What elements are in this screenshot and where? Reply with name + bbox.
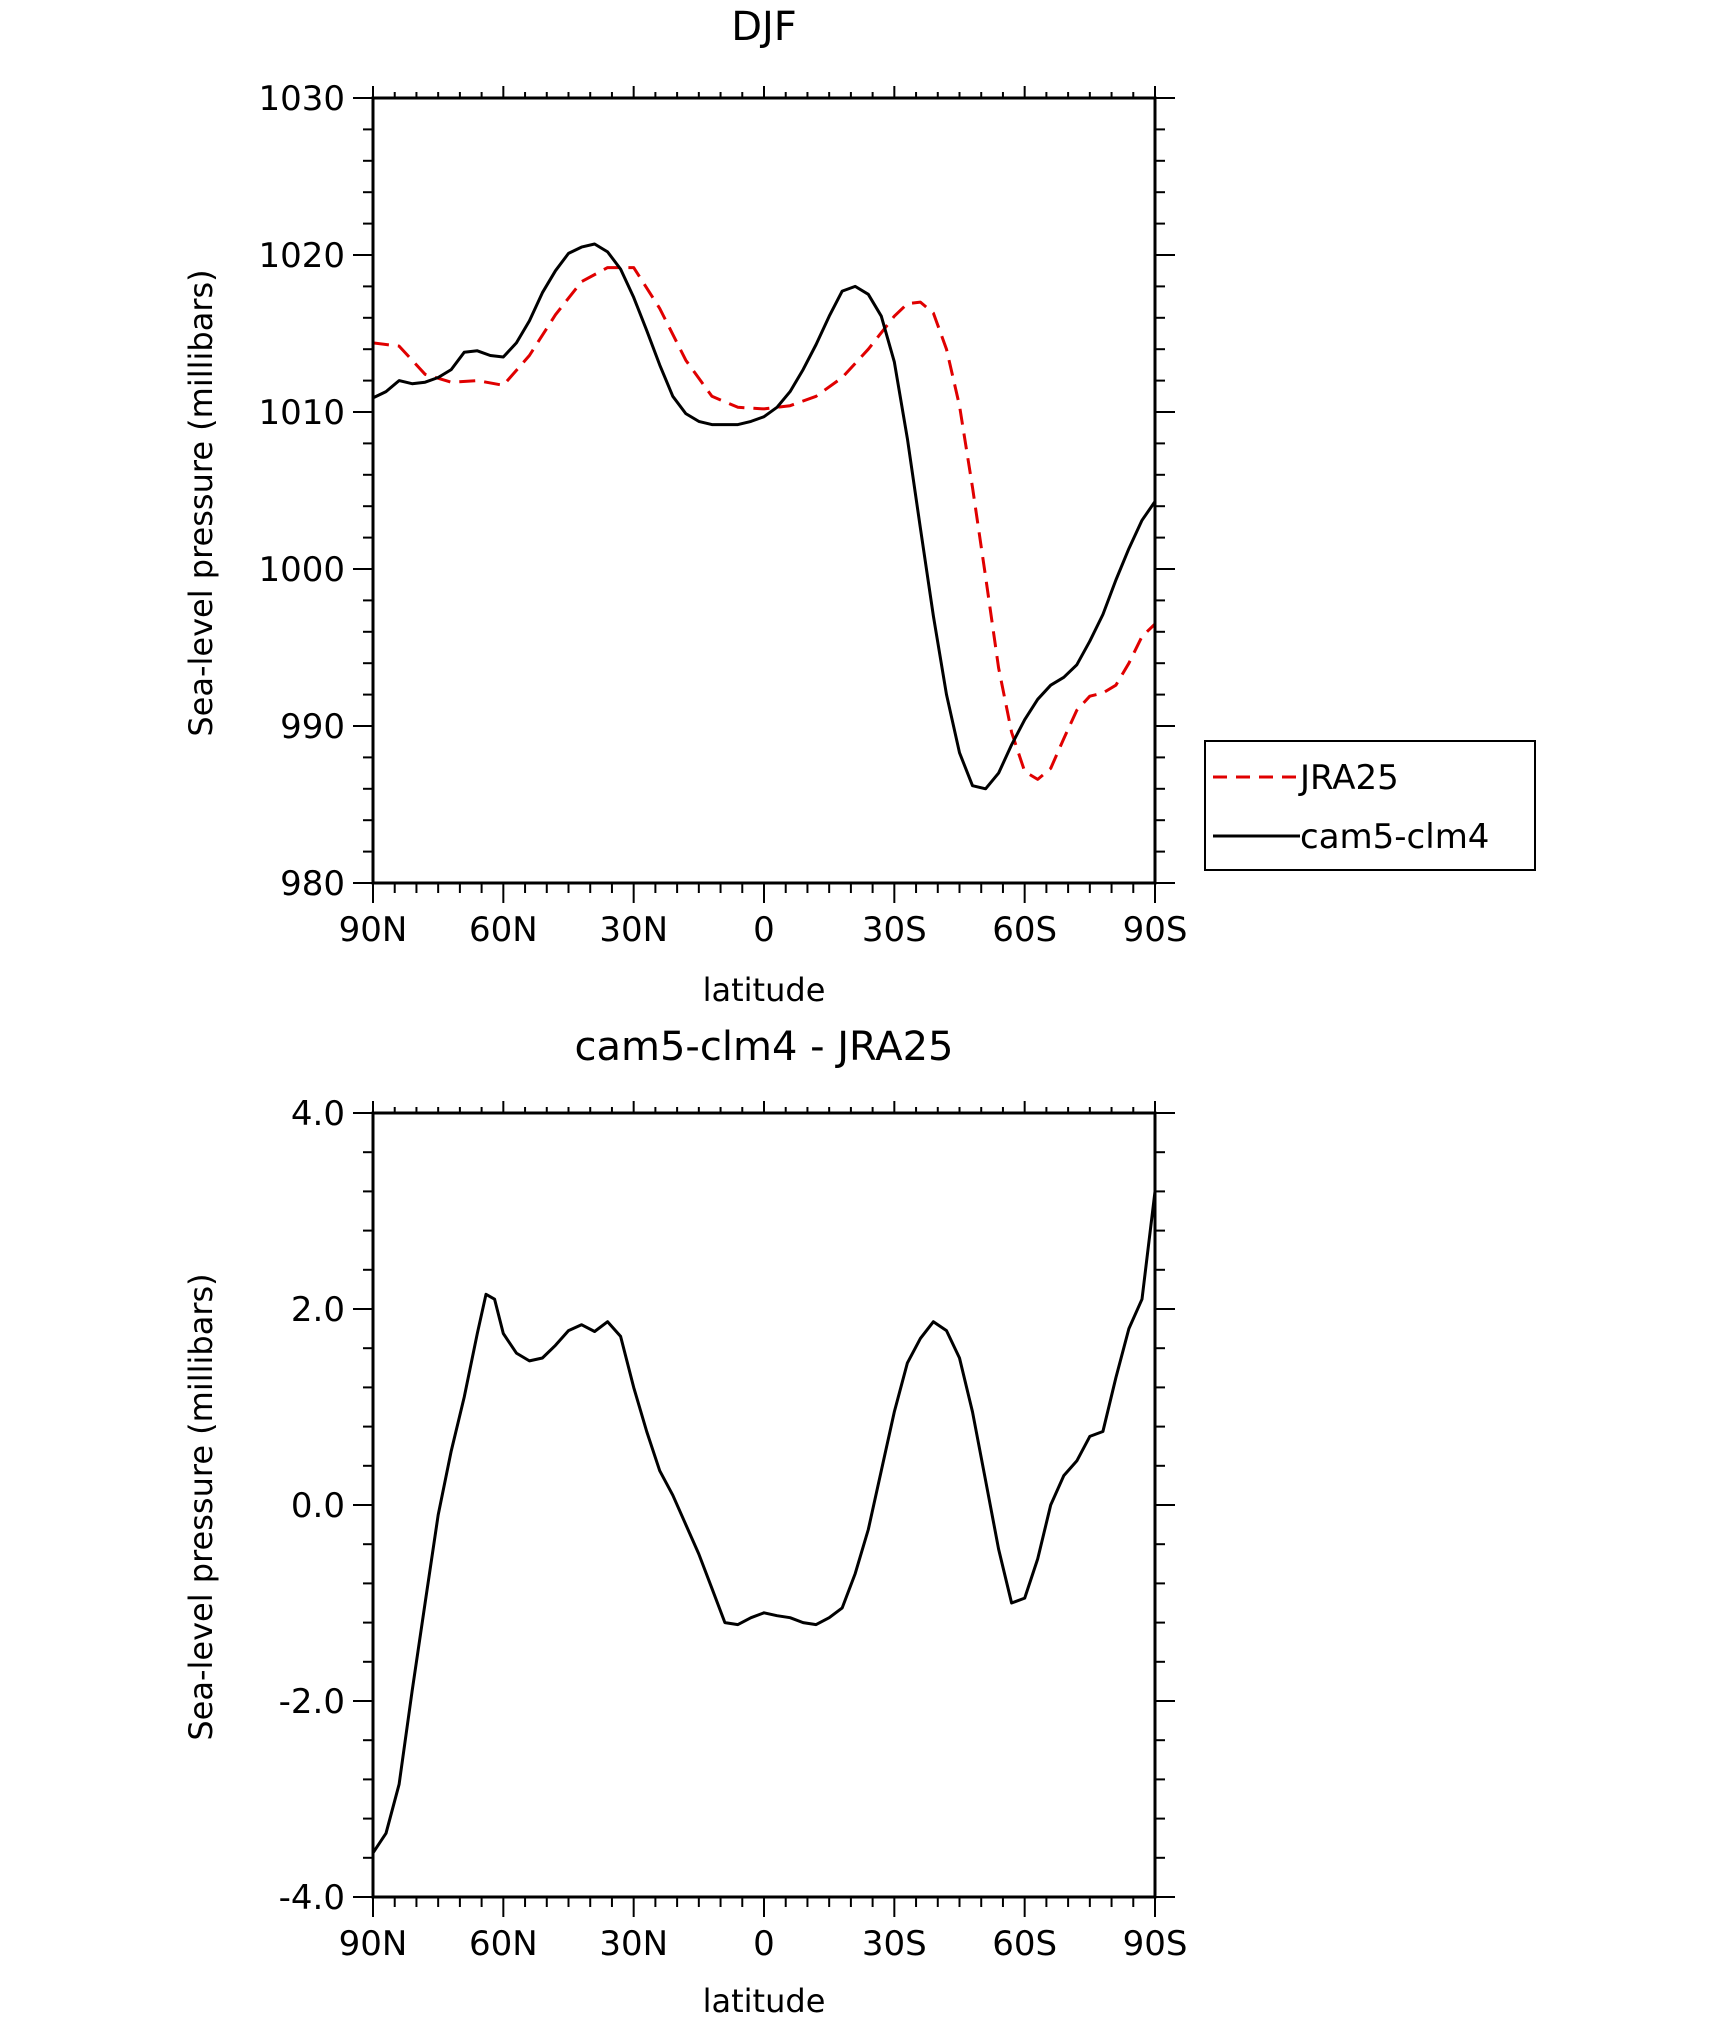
legend-box xyxy=(1204,740,1536,871)
bottom-x-axis-label: latitude xyxy=(703,1982,826,2020)
x-tick-label: 90N xyxy=(339,910,408,950)
top-axis-ticks xyxy=(353,86,1175,903)
y-tick-label: 2.0 xyxy=(291,1290,345,1330)
top-chart-title: DJF xyxy=(731,4,797,50)
x-tick-label: 30N xyxy=(599,910,668,950)
y-tick-label: 1010 xyxy=(258,393,345,433)
legend-label-cam5-clm4: cam5-clm4 xyxy=(1300,817,1489,857)
x-tick-label: 90N xyxy=(339,1924,408,1964)
bottom-y-axis-label: Sea-level pressure (millibars) xyxy=(182,1273,220,1740)
x-tick-label: 60S xyxy=(992,910,1057,950)
x-tick-label: 0 xyxy=(753,1924,775,1964)
top-panel: DJF latitude Sea-level pressure (milliba… xyxy=(182,4,1187,1009)
x-tick-label: 0 xyxy=(753,910,775,950)
y-tick-label: 1020 xyxy=(258,236,345,276)
bottom-panel: cam5-clm4 - JRA25 latitude Sea-level pre… xyxy=(182,1024,1187,2020)
top-plot-frame xyxy=(371,96,1157,885)
top-x-axis-label: latitude xyxy=(703,971,826,1009)
x-tick-label: 30S xyxy=(862,910,927,950)
series-line-jra25 xyxy=(372,266,1157,781)
bottom-chart-title: cam5-clm4 - JRA25 xyxy=(575,1024,954,1070)
top-series-lines xyxy=(372,242,1157,791)
y-tick-label: 1000 xyxy=(258,550,345,590)
bottom-x-tick-labels: 90N 60N 30N 0 30S 60S 90S xyxy=(339,1924,1188,1964)
bottom-plot-frame xyxy=(371,1111,1157,1899)
bottom-y-tick-labels: -4.0 -2.0 0.0 2.0 4.0 xyxy=(279,1094,345,1918)
bottom-series-lines xyxy=(371,1191,1157,1854)
y-tick-label: 980 xyxy=(280,864,345,904)
y-tick-label: 4.0 xyxy=(291,1094,345,1134)
legend: JRA25 cam5-clm4 xyxy=(1204,740,1536,871)
x-tick-label: 30N xyxy=(599,1924,668,1964)
y-tick-label: -2.0 xyxy=(279,1682,345,1722)
x-tick-label: 60N xyxy=(469,910,538,950)
y-tick-label: 0.0 xyxy=(291,1486,345,1526)
y-tick-label: 1030 xyxy=(258,79,345,119)
x-tick-label: 90S xyxy=(1123,910,1188,950)
top-y-tick-labels: 980 990 1000 1010 1020 1030 xyxy=(258,79,345,904)
difference-line xyxy=(371,1191,1157,1854)
top-x-tick-labels: 90N 60N 30N 0 30S 60S 90S xyxy=(339,910,1188,950)
x-tick-label: 60N xyxy=(469,1924,538,1964)
x-tick-label: 60S xyxy=(992,1924,1057,1964)
legend-label-jra25: JRA25 xyxy=(1298,758,1399,798)
x-tick-label: 90S xyxy=(1123,1924,1188,1964)
series-line-cam5-clm4 xyxy=(372,242,1157,791)
y-tick-label: 990 xyxy=(280,707,345,747)
bottom-axis-ticks xyxy=(353,1101,1175,1917)
y-tick-label: -4.0 xyxy=(279,1878,345,1918)
x-tick-label: 30S xyxy=(862,1924,927,1964)
top-y-axis-label: Sea-level pressure (millibars) xyxy=(182,269,220,736)
